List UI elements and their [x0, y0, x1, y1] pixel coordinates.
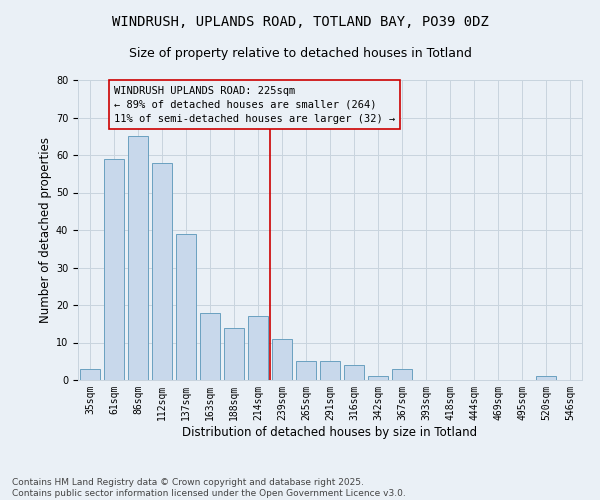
X-axis label: Distribution of detached houses by size in Totland: Distribution of detached houses by size …: [182, 426, 478, 438]
Bar: [296, 361, 316, 380]
Bar: [272, 339, 292, 380]
Bar: [368, 376, 388, 380]
Bar: [536, 376, 556, 380]
Bar: [392, 369, 412, 380]
Bar: [152, 162, 172, 380]
Bar: [200, 312, 220, 380]
Bar: [104, 159, 124, 380]
Text: Contains HM Land Registry data © Crown copyright and database right 2025.
Contai: Contains HM Land Registry data © Crown c…: [12, 478, 406, 498]
Bar: [248, 316, 268, 380]
Text: WINDRUSH UPLANDS ROAD: 225sqm
← 89% of detached houses are smaller (264)
11% of : WINDRUSH UPLANDS ROAD: 225sqm ← 89% of d…: [114, 86, 395, 124]
Bar: [128, 136, 148, 380]
Y-axis label: Number of detached properties: Number of detached properties: [39, 137, 52, 323]
Bar: [80, 369, 100, 380]
Text: WINDRUSH, UPLANDS ROAD, TOTLAND BAY, PO39 0DZ: WINDRUSH, UPLANDS ROAD, TOTLAND BAY, PO3…: [112, 15, 488, 29]
Bar: [224, 328, 244, 380]
Bar: [344, 365, 364, 380]
Bar: [320, 361, 340, 380]
Text: Size of property relative to detached houses in Totland: Size of property relative to detached ho…: [128, 48, 472, 60]
Bar: [176, 234, 196, 380]
